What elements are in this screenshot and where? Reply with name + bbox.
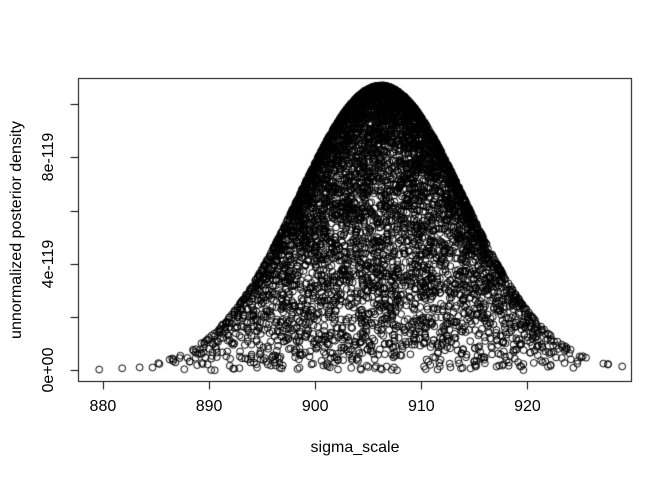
- y-tick-label-0e+00: 0e+00: [40, 347, 57, 393]
- y-axis-title: unnormalized posterior density: [8, 121, 25, 339]
- x-axis-title: sigma_scale: [310, 439, 400, 456]
- x-tick-label-880: 880: [89, 397, 117, 415]
- y-tick-label-4e-119: 4e-119: [40, 239, 57, 289]
- x-tick-label-910: 910: [407, 397, 435, 415]
- y-tick-label-8e-119: 8e-119: [40, 132, 57, 182]
- x-tick-label-890: 890: [195, 397, 223, 415]
- x-tick-label-900: 900: [301, 397, 329, 415]
- x-tick-label-920: 920: [514, 397, 541, 415]
